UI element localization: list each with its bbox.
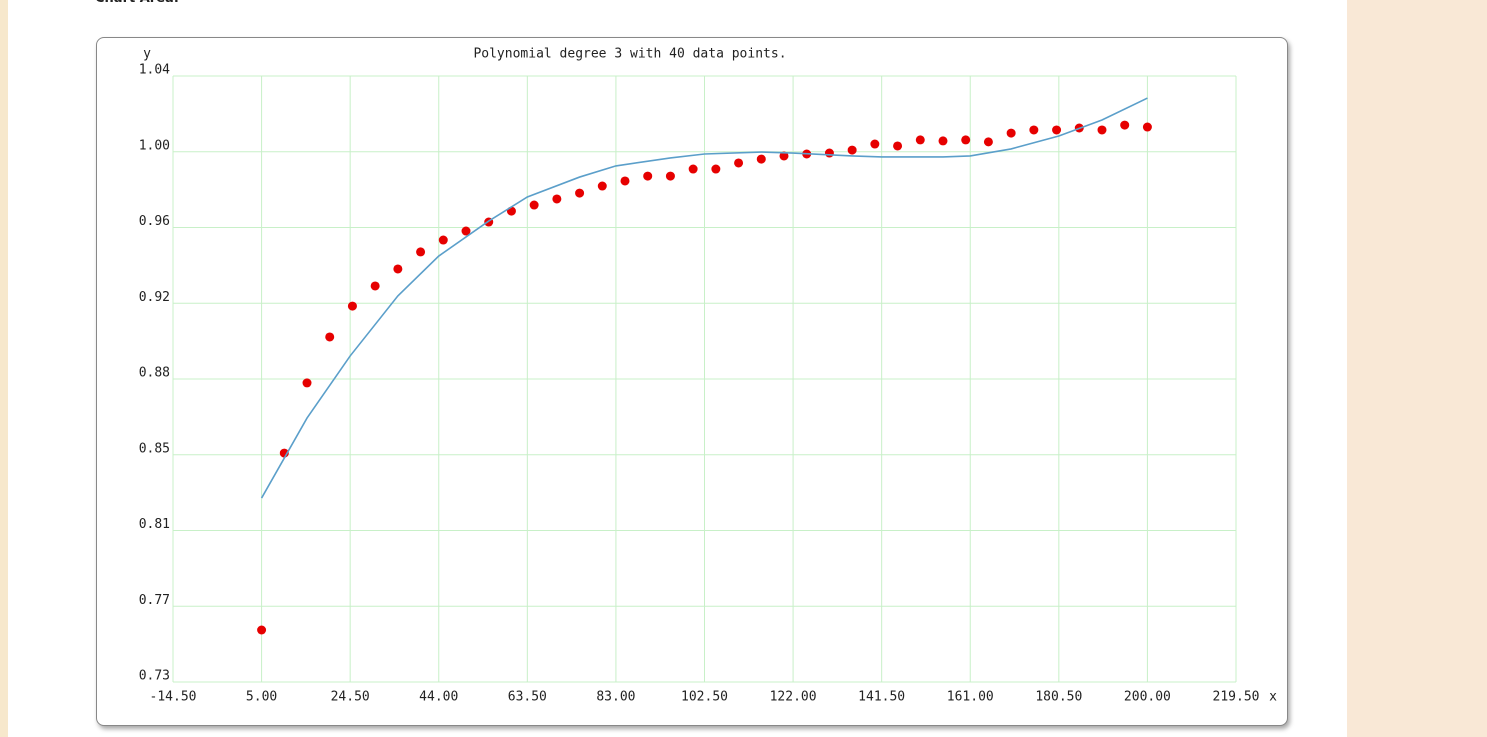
x-tick-label: 63.50 — [508, 690, 547, 705]
data-point — [665, 171, 675, 181]
data-point — [597, 181, 607, 191]
data-point — [347, 301, 357, 311]
data-point — [529, 200, 539, 210]
data-point — [461, 226, 471, 236]
data-point — [870, 139, 880, 149]
x-tick-label: 161.00 — [947, 690, 994, 705]
x-tick-label: 44.00 — [419, 690, 458, 705]
data-point — [893, 141, 903, 151]
sidebar-left — [0, 0, 8, 737]
y-tick-label: 0.77 — [139, 593, 170, 608]
data-point — [393, 264, 403, 274]
x-tick-label: 24.50 — [331, 690, 370, 705]
data-point — [302, 378, 312, 388]
chart-title: Polynomial degree 3 with 40 data points. — [473, 47, 786, 62]
sidebar-right — [1347, 0, 1487, 737]
data-point — [1052, 125, 1062, 135]
data-point — [779, 151, 789, 161]
data-point — [1006, 128, 1016, 138]
y-tick-label: 1.00 — [139, 138, 170, 153]
data-point — [938, 136, 948, 146]
data-point — [370, 281, 380, 291]
x-tick-label: 102.50 — [681, 690, 728, 705]
x-axis-label: x — [1269, 690, 1277, 705]
x-tick-label: 122.00 — [770, 690, 817, 705]
fit-line — [260, 97, 1148, 499]
data-point — [1142, 122, 1152, 132]
data-point — [756, 154, 766, 164]
x-tick-label: 141.50 — [858, 690, 905, 705]
data-point — [325, 332, 335, 342]
data-point — [1097, 125, 1107, 135]
x-tick-label: 83.00 — [596, 690, 635, 705]
data-point — [734, 158, 744, 168]
data-point — [824, 148, 834, 158]
y-tick-label: 0.88 — [139, 366, 170, 381]
data-point — [416, 247, 426, 257]
data-point — [620, 176, 630, 186]
data-point — [575, 188, 585, 198]
x-tick-label: -14.50 — [150, 690, 197, 705]
y-tick-label: 0.73 — [139, 669, 170, 684]
x-tick-label: 200.00 — [1124, 690, 1171, 705]
y-tick-label: 1.04 — [139, 63, 170, 78]
data-point — [438, 235, 448, 245]
x-tick-label: 5.00 — [246, 690, 277, 705]
data-point — [643, 171, 653, 181]
data-point — [1029, 125, 1039, 135]
data-point — [915, 135, 925, 145]
data-point — [688, 164, 698, 174]
y-axis-label: y — [143, 47, 151, 62]
data-point — [552, 194, 562, 204]
data-point — [1120, 120, 1130, 130]
x-tick-label: 219.50 — [1213, 690, 1260, 705]
data-point — [257, 625, 267, 635]
data-point — [961, 135, 971, 145]
heading: Chart Area: — [95, 0, 179, 6]
y-tick-label: 0.96 — [139, 214, 170, 229]
y-tick-label: 0.92 — [139, 290, 170, 305]
data-point — [983, 137, 993, 147]
y-tick-label: 0.81 — [139, 517, 170, 532]
x-tick-label: 180.50 — [1035, 690, 1082, 705]
data-point — [847, 145, 857, 155]
data-point — [711, 164, 721, 174]
y-tick-label: 0.85 — [139, 441, 170, 456]
